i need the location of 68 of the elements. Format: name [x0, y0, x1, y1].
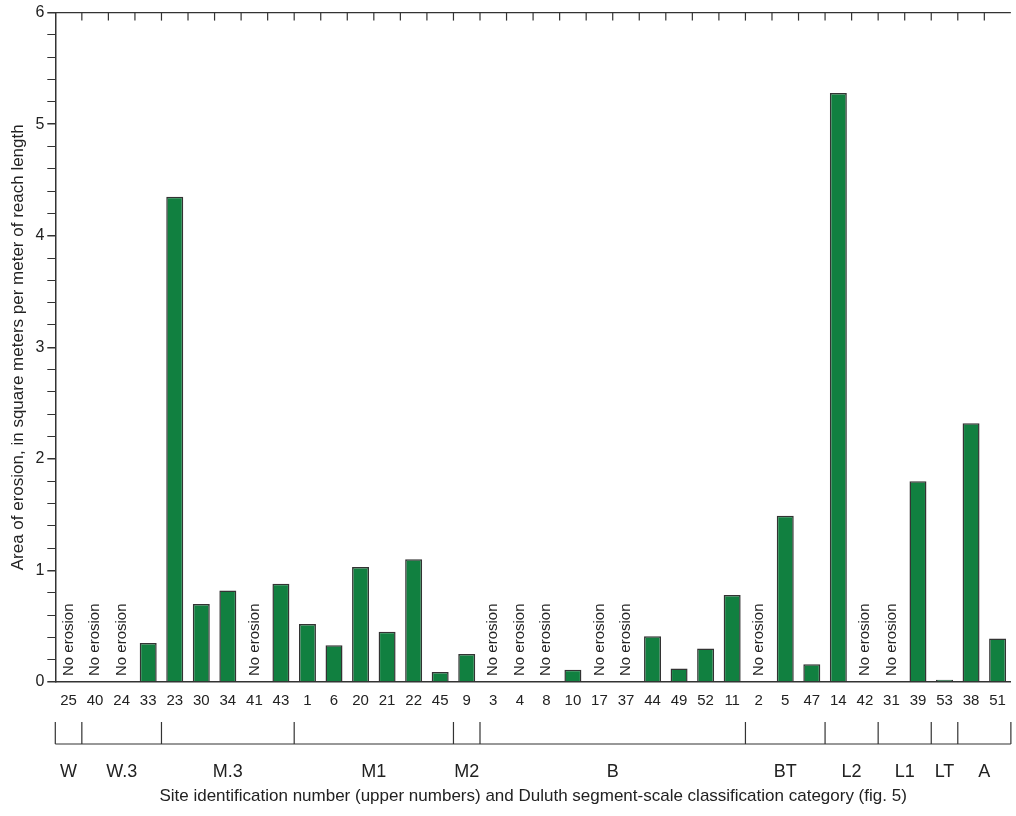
- data-label: No erosion: [85, 603, 103, 676]
- y-tick-label: 1: [35, 560, 45, 578]
- x-tick-label: 1: [303, 691, 312, 709]
- text: L1: [894, 760, 915, 781]
- x-tick-label: 34: [219, 691, 237, 709]
- x-axis-title: Site identification number (upper numbers) and Duluth segment-scale classification category (fig. 5): [159, 785, 907, 805]
- x-tick-label: 47: [803, 691, 821, 709]
- x-tick-label: 49: [670, 691, 688, 709]
- y-tick-label: 5: [35, 114, 45, 132]
- x-tick-label: 8: [542, 691, 551, 709]
- text: W: [60, 760, 78, 781]
- x-tick-label: 31: [883, 691, 900, 709]
- x-tick-label: 5: [781, 691, 790, 709]
- x-tick-label: 42: [856, 691, 874, 709]
- x-tick-label: 53: [936, 691, 953, 709]
- x-tick-label: 24: [113, 691, 130, 709]
- data-label: No erosion: [881, 603, 899, 676]
- x-tick-label: 45: [431, 691, 449, 709]
- y-tick-label: 0: [35, 672, 45, 690]
- data-label: No erosion: [855, 603, 873, 676]
- x-tick-label: 43: [272, 691, 290, 709]
- x-tick-label: 20: [352, 691, 369, 709]
- x-tick-label: 38: [962, 691, 980, 709]
- x-tick-label: 3: [489, 691, 498, 709]
- x-tick-label: 37: [617, 691, 635, 709]
- data-label: No erosion: [509, 603, 527, 676]
- x-tick-label: 41: [246, 691, 263, 709]
- x-tick-label: 40: [86, 691, 104, 709]
- data-label: No erosion: [111, 603, 129, 676]
- x-tick-label: 22: [405, 691, 422, 709]
- data-label: No erosion: [748, 603, 766, 676]
- x-tick-label: 39: [909, 691, 927, 709]
- x-tick-label: 25: [60, 691, 77, 709]
- x-tick-label: 33: [139, 691, 157, 709]
- text: M.3: [212, 760, 243, 781]
- text: B: [606, 760, 619, 781]
- x-tick-label: 11: [724, 691, 740, 709]
- x-tick-label: 14: [830, 691, 847, 709]
- text: L2: [841, 760, 862, 781]
- x-tick-label: 4: [515, 691, 524, 709]
- y-tick-label: 2: [35, 449, 45, 467]
- x-tick-label: 30: [192, 691, 210, 709]
- data-label: No erosion: [616, 603, 634, 676]
- x-tick-label: 44: [644, 691, 661, 709]
- x-tick-label: 9: [462, 691, 471, 709]
- data-label: No erosion: [58, 603, 76, 676]
- x-tick-label: 21: [378, 691, 396, 709]
- text: LT: [934, 760, 955, 781]
- text: M2: [454, 760, 480, 781]
- x-tick-label: 23: [166, 691, 184, 709]
- x-tick-label: 17: [591, 691, 608, 709]
- text: BT: [773, 760, 797, 781]
- x-tick-label: 2: [754, 691, 763, 709]
- text: W.3: [106, 760, 138, 781]
- x-tick-label: 6: [329, 691, 339, 709]
- data-label: No erosion: [244, 603, 262, 676]
- x-tick-label: 10: [564, 691, 582, 709]
- text: A: [978, 760, 991, 781]
- y-axis-title: Area of erosion, in square meters per meter of reach length: [7, 124, 27, 571]
- y-tick-label: 4: [35, 226, 45, 244]
- y-tick-label: 3: [35, 337, 45, 355]
- data-label: No erosion: [536, 603, 554, 676]
- data-label: No erosion: [483, 603, 501, 676]
- y-tick-label: 6: [35, 3, 45, 21]
- x-tick-label: 51: [989, 691, 1006, 709]
- data-label: No erosion: [589, 603, 607, 676]
- x-tick-label: 52: [697, 691, 714, 709]
- text: M1: [361, 760, 387, 781]
